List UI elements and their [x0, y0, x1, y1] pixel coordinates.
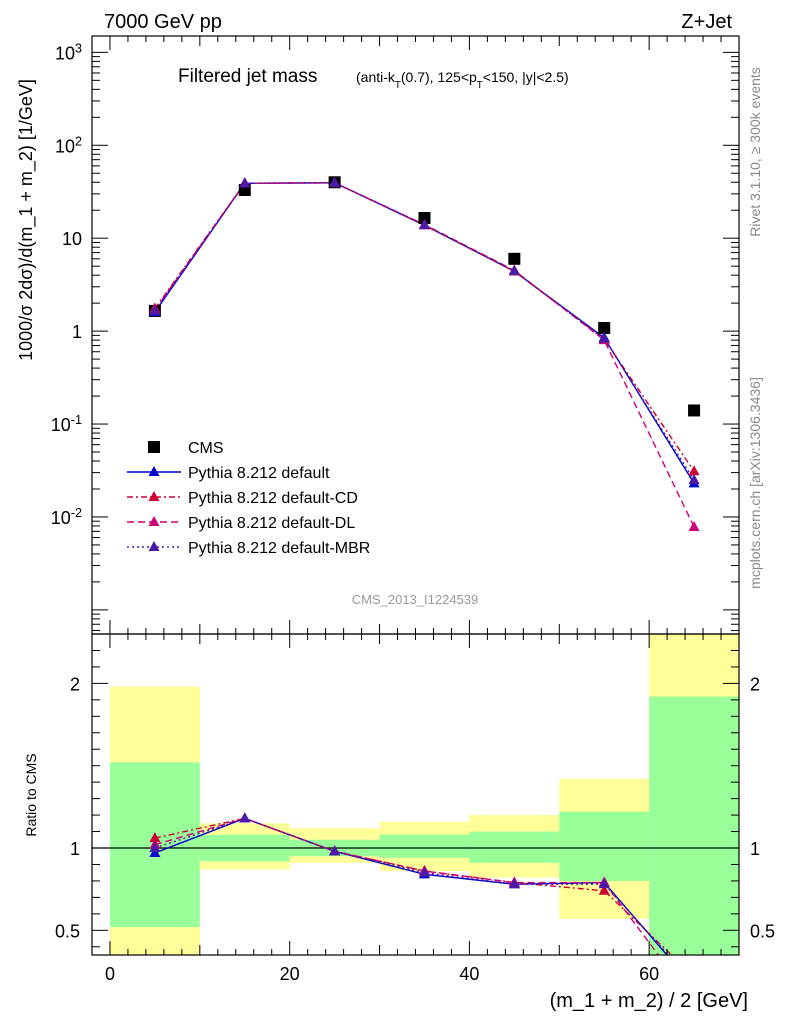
y-tick-label: 10 — [62, 229, 82, 249]
ratio-y-tick-label: 2 — [70, 674, 80, 694]
ratio-y-tick-label: 0.5 — [55, 921, 80, 941]
analysis-id: CMS_2013_I1224539 — [352, 592, 479, 607]
ratio-series-marker — [598, 884, 610, 895]
y-tick-label: 10-2 — [51, 506, 82, 528]
legend-label: Pythia 8.212 default-MBR — [188, 540, 370, 557]
ratio-series-marker — [689, 980, 700, 990]
ratio-series-marker — [689, 977, 700, 987]
header-right: Z+Jet — [681, 11, 732, 33]
data-point-cms — [418, 211, 431, 224]
data-point-cms — [688, 404, 701, 417]
series-marker — [688, 473, 700, 484]
ratio-series-marker — [689, 970, 700, 980]
data-point-cms — [508, 252, 521, 265]
ratio-y-tick-label: 1 — [70, 839, 80, 859]
ratio-series-marker — [508, 878, 520, 889]
x-axis-label: (m_1 + m_2) / 2 [GeV] — [550, 990, 748, 1012]
series-marker — [688, 520, 700, 531]
y-tick-label: 1 — [72, 322, 82, 342]
chart-title-cuts: (anti-kT(0.7), 125<pT<150, |y|<2.5) — [356, 69, 569, 91]
legend-label: Pythia 8.212 default-CD — [188, 490, 358, 507]
rivet-label: Rivet 3.1.10, ≥ 300k events — [747, 67, 763, 237]
legend-marker — [148, 516, 160, 526]
series-marker — [239, 177, 251, 188]
series-marker — [598, 332, 610, 343]
main-y-axis-label: 1000/σ 2dσ)/d(m_1 + m_2) [1/GeV] — [16, 79, 37, 361]
data-point-cms — [598, 322, 611, 335]
legend: CMS Pythia 8.212 default Pythia 8.212 defa… — [127, 440, 370, 557]
legend-label: Pythia 8.212 default — [188, 465, 330, 482]
y-tick-label: 103 — [55, 41, 82, 63]
uncertainty-band-green — [559, 811, 650, 881]
x-tick-label: 60 — [639, 964, 659, 984]
y-tick-label: 10-1 — [51, 413, 82, 435]
uncertainty-band-green — [379, 834, 470, 858]
legend-marker-cms — [148, 441, 160, 453]
legend-label: CMS — [188, 440, 224, 457]
series-marker — [418, 218, 430, 229]
legend-label: Pythia 8.212 default-DL — [188, 515, 355, 532]
ratio-series-marker — [239, 812, 251, 823]
series-marker — [149, 304, 161, 315]
ratio-y-tick-label: 1 — [750, 839, 760, 859]
series-marker — [508, 264, 520, 275]
ratio-y-tick-label: 2 — [750, 674, 760, 694]
series-marker — [688, 465, 700, 476]
uncertainty-band-green — [649, 696, 739, 955]
y-tick-label: 102 — [55, 134, 82, 156]
legend-marker — [148, 466, 160, 476]
x-tick-label: 20 — [280, 964, 300, 984]
x-tick-label: 0 — [105, 964, 115, 984]
ratio-series-marker — [418, 866, 430, 877]
legend-marker — [148, 541, 160, 551]
ratio-y-tick-label: 0.5 — [750, 921, 775, 941]
legend-marker — [148, 491, 160, 501]
series-marker — [329, 176, 341, 187]
ratio-y-axis-label: Ratio to CMS — [23, 753, 39, 836]
ratio-series-marker — [149, 832, 161, 843]
ratio-series-marker — [598, 878, 610, 889]
uncertainty-band-green — [469, 831, 560, 863]
header-left: 7000 GeV pp — [104, 11, 222, 33]
ratio-series-marker — [149, 842, 161, 852]
chart-title: Filtered jet mass — [178, 66, 317, 87]
x-tick-label: 40 — [459, 964, 479, 984]
ratio-series-marker — [329, 845, 341, 856]
mcplots-label: mcplots.cern.ch [arXiv:1306.3436] — [747, 377, 763, 589]
